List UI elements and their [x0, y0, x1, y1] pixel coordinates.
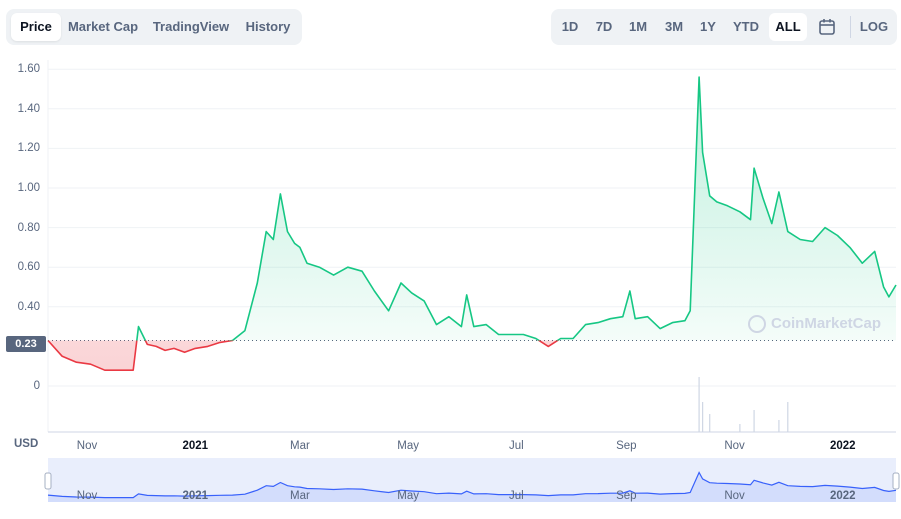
- x-tick-label: Nov: [76, 440, 98, 452]
- navigator-tick-label: Nov: [724, 490, 745, 502]
- range-ytd-button[interactable]: YTD: [733, 19, 759, 34]
- price-line-up: [48, 76, 897, 341]
- x-tick-label: Nov: [724, 440, 745, 452]
- x-tick-label: Jul: [508, 440, 524, 452]
- y-tick-label: 1.60: [17, 63, 40, 75]
- y-tick-label: 1.20: [17, 142, 40, 154]
- navigator-tick-label: Sep: [616, 490, 637, 502]
- tab-tradingview[interactable]: TradingView: [152, 19, 230, 34]
- tab-market-cap[interactable]: Market Cap: [67, 19, 139, 34]
- range-all-button[interactable]: ALL: [769, 13, 807, 41]
- chart-view-tabs: Price Market Cap TradingView History: [6, 9, 302, 45]
- navigator-area: [48, 472, 896, 502]
- time-range-selector: 1D 7D 1M 3M 1Y YTD ALL LOG: [551, 9, 897, 45]
- range-1m-button[interactable]: 1M: [628, 19, 648, 34]
- currency-label: USD: [14, 438, 39, 450]
- navigator-tick-label: Nov: [76, 490, 98, 502]
- range-7d-button[interactable]: 7D: [595, 19, 613, 34]
- y-tick-label: 0.60: [17, 261, 40, 273]
- volume-bar: [698, 377, 700, 432]
- navigator-left-handle[interactable]: [44, 472, 52, 490]
- log-scale-button[interactable]: LOG: [859, 19, 889, 34]
- y-tick-label: 0.80: [17, 222, 40, 234]
- range-1d-button[interactable]: 1D: [561, 19, 579, 34]
- x-tick-label: Mar: [290, 440, 310, 452]
- volume-bar: [709, 414, 711, 432]
- navigator-line: [47, 471, 897, 499]
- x-tick-label: 2021: [182, 440, 209, 452]
- navigator-tick-label: Jul: [508, 490, 524, 502]
- x-tick-label: Sep: [616, 440, 637, 452]
- navigator-tick-label: 2021: [182, 490, 209, 502]
- volume-bar: [702, 402, 704, 432]
- x-tick-label: May: [397, 440, 419, 452]
- navigator-tick-label: 2022: [829, 490, 856, 502]
- calendar-icon[interactable]: [813, 13, 841, 41]
- navigator-tick-label: May: [397, 490, 419, 502]
- y-tick-label: 1.40: [17, 103, 40, 115]
- navigator-right-handle[interactable]: [892, 472, 900, 490]
- range-divider: [850, 16, 851, 38]
- navigator-tick-label: Mar: [290, 490, 310, 502]
- watermark-logo: CoinMarketCap: [748, 315, 881, 333]
- volume-bar: [787, 402, 789, 432]
- price-area-up: [136, 77, 896, 341]
- volume-bar: [739, 424, 741, 432]
- y-tick-label: 0: [33, 380, 40, 392]
- range-3m-button[interactable]: 3M: [664, 19, 684, 34]
- tab-history[interactable]: History: [245, 19, 291, 34]
- price-line-down: [47, 340, 560, 371]
- x-tick-label: 2022: [829, 440, 856, 452]
- y-tick-label: 1.00: [17, 182, 40, 194]
- volume-bar: [753, 410, 755, 432]
- tab-price[interactable]: Price: [11, 13, 61, 41]
- y-tick-label: 0.40: [17, 301, 40, 313]
- coinmarketcap-logo-icon: [748, 315, 766, 333]
- volume-bar: [778, 420, 780, 432]
- current-price-tag: 0.23: [6, 336, 46, 352]
- range-1y-button[interactable]: 1Y: [700, 19, 716, 34]
